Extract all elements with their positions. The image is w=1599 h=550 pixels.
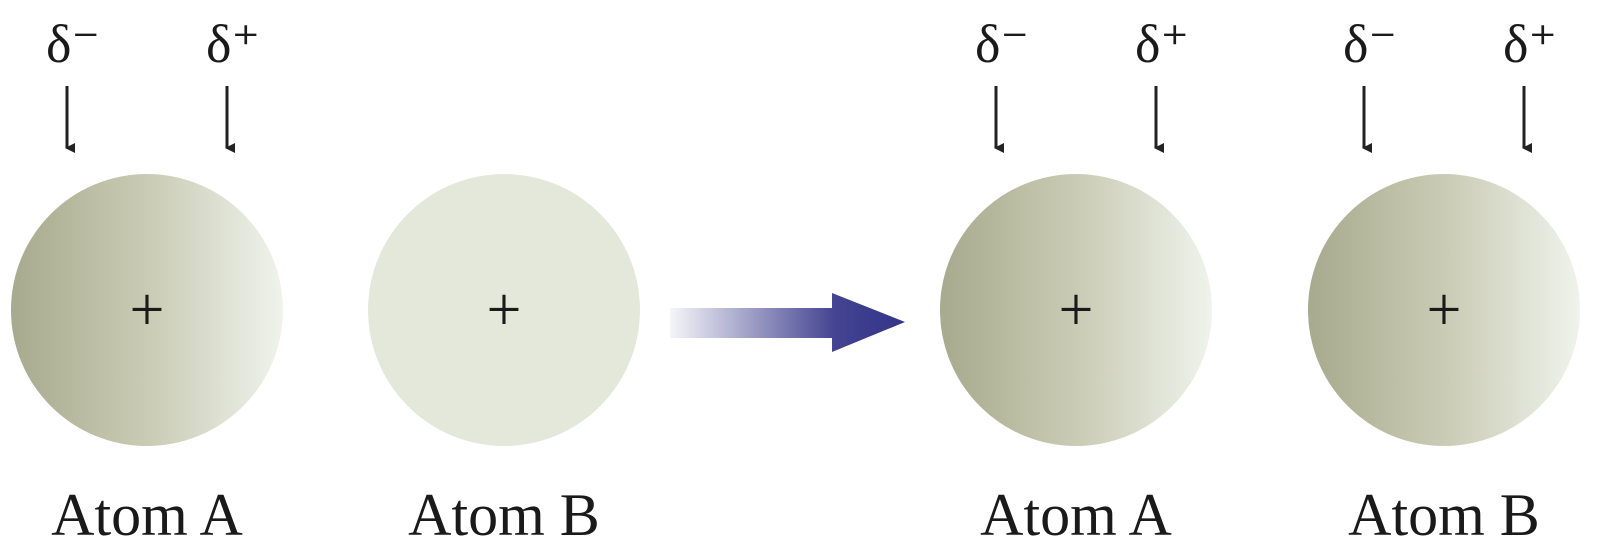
diagram: + Atom A δ⁻ δ⁺ + Atom B + Atom A δ⁻ δ⁺ + Atom B δ⁻ δ⁺ bbox=[0, 0, 1599, 550]
atom-label: Atom B bbox=[408, 482, 600, 548]
partial-charge: δ⁻ bbox=[1343, 14, 1397, 74]
partial-charge: δ⁺ bbox=[1503, 14, 1557, 74]
reaction-arrow bbox=[670, 293, 905, 352]
partial-charge: δ⁺ bbox=[1135, 14, 1189, 74]
atom-label: Atom A bbox=[51, 482, 243, 548]
atom-label: Atom A bbox=[980, 482, 1172, 548]
nucleus-charge: + bbox=[1059, 276, 1094, 344]
partial-charge: δ⁻ bbox=[975, 14, 1029, 74]
partial-charge: δ⁺ bbox=[206, 14, 260, 74]
nucleus-charge: + bbox=[1427, 276, 1462, 344]
atom-label: Atom B bbox=[1348, 482, 1540, 548]
nucleus-charge: + bbox=[130, 276, 165, 344]
partial-charge: δ⁻ bbox=[46, 14, 100, 74]
nucleus-charge: + bbox=[487, 276, 522, 344]
